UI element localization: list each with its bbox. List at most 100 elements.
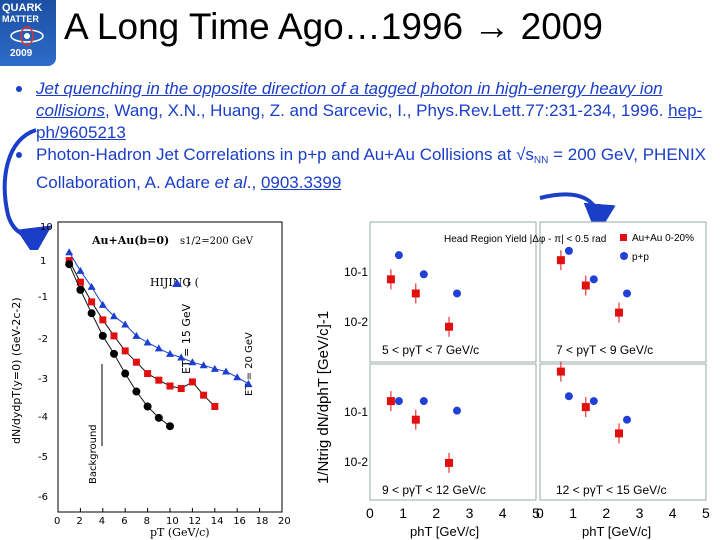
panel-frame (369, 363, 537, 501)
data-point (65, 260, 74, 269)
header-note: Head Region Yield |Δφ - π| < 0.5 rad (444, 234, 606, 245)
quark-matter-logo: QUARK MATTER 2009 (0, 0, 56, 66)
x-tick-label: 2 (76, 516, 82, 527)
data-point (615, 308, 623, 317)
data-point (199, 361, 208, 369)
x-tick-label: 16 (233, 516, 246, 527)
data-point (132, 358, 140, 366)
y-tick-label: -1 (38, 292, 48, 303)
data-point (65, 248, 74, 256)
data-point (445, 322, 453, 331)
y-tick-label: -5 (38, 452, 48, 463)
data-point (394, 397, 403, 406)
y-tick-label: -6 (38, 492, 48, 503)
data-point (419, 397, 428, 406)
data-point (87, 282, 96, 290)
x-axis-label: phT [GeV/c] (582, 524, 651, 539)
logo-line1: QUARK (2, 2, 43, 14)
connector-arrows (2, 128, 616, 250)
sqrt-subscript: NN (533, 155, 549, 166)
x-axis-label: phT [GeV/c] (410, 524, 479, 539)
data-point (155, 376, 163, 384)
data-point (110, 349, 118, 358)
y-tick-label: -4 (38, 412, 48, 423)
reference-authors: , Wang, X.N., Huang, Z. and Sarcevic, I.… (104, 101, 669, 120)
annotation: Background (88, 424, 99, 484)
reference-etal: et al (214, 173, 247, 192)
logo-line2: MATTER (2, 14, 39, 24)
x-tick-label: 4 (99, 516, 105, 527)
reference-list: Jet quenching in the opposite direction … (10, 78, 710, 194)
data-point (110, 332, 118, 340)
data-point (143, 338, 152, 346)
series-line (68, 264, 171, 427)
x-tick-label: 8 (144, 516, 150, 527)
panel-label: 9 < pγT < 12 GeV/c (382, 483, 486, 497)
data-point (76, 266, 85, 274)
data-point (154, 413, 163, 422)
data-point (589, 397, 598, 406)
data-point (556, 256, 565, 265)
annotation: s1/2=200 GeV (180, 236, 254, 247)
data-point (166, 422, 174, 431)
data-point (244, 379, 253, 387)
data-point (623, 289, 631, 298)
data-point (581, 281, 590, 290)
data-point (188, 378, 196, 386)
annotation: HIJING ( (150, 276, 199, 289)
data-point (132, 387, 141, 396)
data-point (154, 344, 163, 352)
arxiv-link[interactable]: hep-ph/9605213 (36, 101, 703, 142)
data-point (99, 316, 107, 324)
legend-pp-marker (620, 252, 628, 260)
data-point (386, 275, 395, 284)
y-tick-label: 10-2 (344, 315, 368, 329)
arxiv-link[interactable]: 0903.3399 (260, 173, 342, 192)
y-tick-label: -3 (38, 374, 48, 385)
data-point (615, 429, 623, 438)
data-point (564, 392, 573, 401)
slide-title: A Long Time Ago…1996 → 2009 (64, 6, 603, 47)
data-point (143, 402, 152, 411)
right-arrow (539, 192, 616, 236)
data-point (211, 403, 219, 411)
data-point (623, 415, 631, 424)
legend-triangle (172, 279, 182, 287)
data-point (76, 278, 84, 286)
x-tick-label: 1 (399, 505, 407, 521)
data-point (121, 369, 130, 378)
data-point (453, 406, 461, 415)
y-tick-label: 10-1 (344, 405, 368, 419)
annotation: Au+Au(b=0) (91, 234, 169, 247)
points-group (386, 246, 631, 473)
x-tick-label: 3 (636, 505, 644, 521)
x-tick-label: 3 (466, 505, 474, 521)
annotation: ET = 20 GeV (244, 332, 255, 396)
data-point (222, 367, 230, 375)
panel-label: 12 < pγT < 15 GeV/c (556, 483, 667, 497)
data-point (98, 300, 107, 308)
x-tick-label: 12 (188, 516, 201, 527)
panel-frame (369, 221, 537, 363)
data-point (411, 415, 420, 424)
data-point (386, 397, 395, 406)
x-axis-label: pT (GeV/c) (150, 526, 210, 539)
data-point (87, 309, 96, 318)
bullet-dot-icon (16, 86, 22, 92)
data-point (177, 385, 185, 393)
data-point (177, 353, 186, 361)
x-tick-label: 5 (532, 505, 540, 521)
y-axis-label: 1/Ntrig dN/dphT [GeV/c]-1 (315, 311, 332, 484)
series-group (65, 248, 253, 431)
reference-item: Photon-Hadron Jet Correlations in p+p an… (10, 144, 710, 194)
data-point (419, 270, 428, 279)
legend-entry: Au+Au 0-20% (632, 233, 694, 244)
data-point (132, 331, 141, 339)
reference-title-link[interactable]: Jet quenching in the opposite direction … (36, 79, 663, 120)
data-point (144, 370, 152, 378)
data-point (98, 331, 107, 340)
data-point (233, 373, 242, 381)
annotation: ET = 15 GeV (180, 303, 193, 374)
logo-year: 2009 (10, 48, 33, 59)
annotation: ) (186, 276, 190, 289)
